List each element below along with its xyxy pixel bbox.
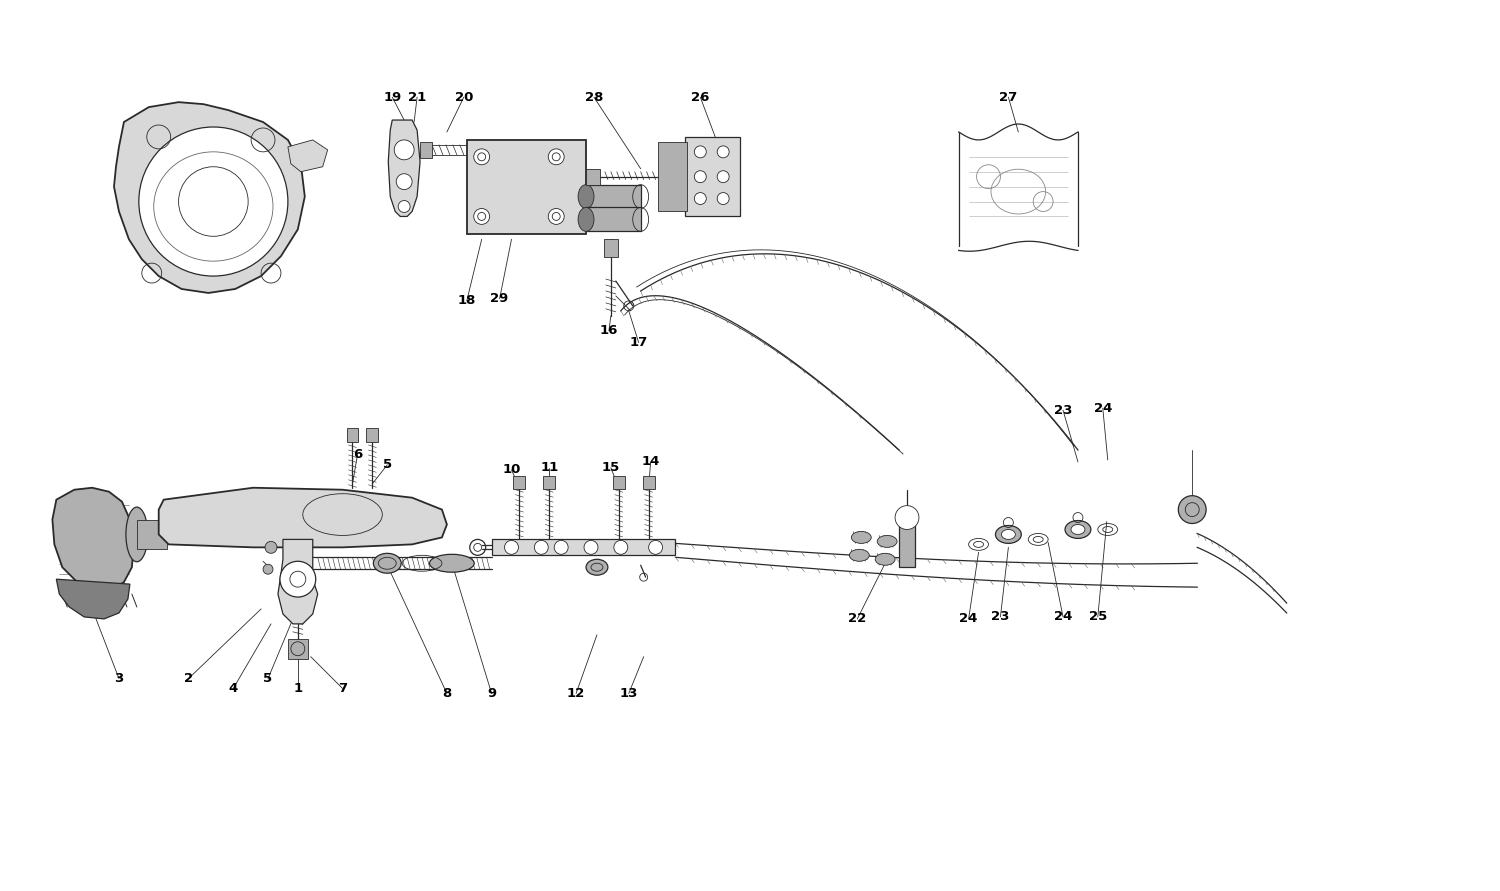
Text: 26: 26: [692, 91, 709, 103]
Bar: [366, 428, 378, 442]
Ellipse shape: [874, 553, 896, 565]
Ellipse shape: [1002, 529, 1016, 539]
Bar: [513, 476, 525, 489]
Bar: [346, 428, 358, 442]
Text: 6: 6: [352, 448, 362, 462]
Text: 5: 5: [382, 458, 392, 471]
Bar: [543, 476, 555, 489]
Circle shape: [717, 192, 729, 205]
Bar: [642, 476, 654, 489]
Text: 4: 4: [228, 682, 238, 695]
Text: 3: 3: [114, 672, 123, 685]
Polygon shape: [388, 120, 420, 217]
Ellipse shape: [429, 554, 474, 572]
Text: 21: 21: [408, 91, 426, 103]
Bar: [136, 519, 166, 550]
Bar: [657, 142, 687, 211]
Bar: [466, 140, 586, 234]
Bar: [420, 142, 432, 158]
Text: 24: 24: [1054, 610, 1072, 624]
Polygon shape: [278, 539, 318, 624]
Polygon shape: [159, 487, 447, 547]
Circle shape: [648, 541, 663, 554]
Circle shape: [140, 127, 288, 276]
Bar: [898, 518, 915, 568]
Ellipse shape: [578, 184, 594, 208]
Ellipse shape: [126, 507, 148, 561]
Ellipse shape: [586, 560, 608, 576]
Circle shape: [266, 542, 278, 553]
Bar: [686, 137, 740, 217]
Polygon shape: [57, 579, 130, 619]
Text: 16: 16: [600, 324, 618, 337]
Text: 19: 19: [382, 91, 402, 103]
Circle shape: [584, 541, 598, 554]
Circle shape: [694, 146, 706, 158]
Ellipse shape: [996, 526, 1022, 544]
Text: 20: 20: [454, 91, 472, 103]
Text: 13: 13: [620, 687, 638, 700]
Text: 18: 18: [458, 294, 476, 307]
Circle shape: [896, 505, 920, 529]
Circle shape: [396, 174, 412, 190]
Text: 22: 22: [847, 612, 867, 625]
Circle shape: [614, 541, 628, 554]
Bar: [614, 476, 626, 489]
Circle shape: [554, 541, 568, 554]
Polygon shape: [288, 140, 327, 172]
Ellipse shape: [578, 208, 594, 232]
Ellipse shape: [852, 531, 871, 544]
Text: 25: 25: [1089, 610, 1107, 624]
Text: 5: 5: [264, 672, 273, 685]
Circle shape: [534, 541, 549, 554]
Text: 1: 1: [294, 682, 303, 695]
Text: 17: 17: [630, 336, 648, 349]
Circle shape: [280, 561, 315, 597]
Ellipse shape: [849, 550, 870, 561]
Bar: [604, 240, 618, 257]
Circle shape: [1179, 495, 1206, 524]
Circle shape: [262, 564, 273, 574]
Polygon shape: [53, 487, 134, 589]
Circle shape: [549, 149, 564, 165]
Ellipse shape: [374, 553, 400, 573]
Circle shape: [474, 149, 489, 165]
Bar: [586, 184, 640, 208]
Text: 23: 23: [1054, 404, 1072, 417]
Circle shape: [504, 541, 519, 554]
Circle shape: [694, 192, 706, 205]
Circle shape: [398, 200, 410, 212]
Ellipse shape: [878, 535, 897, 547]
Text: 24: 24: [1094, 402, 1112, 414]
Ellipse shape: [1071, 525, 1084, 535]
Circle shape: [474, 208, 489, 225]
Text: 10: 10: [503, 463, 520, 477]
Text: 28: 28: [585, 91, 603, 103]
Text: 29: 29: [490, 292, 508, 306]
Text: 15: 15: [602, 462, 619, 474]
Text: 2: 2: [184, 672, 194, 685]
Text: 14: 14: [642, 455, 660, 469]
Circle shape: [717, 171, 729, 183]
Circle shape: [394, 140, 414, 159]
Text: 24: 24: [960, 612, 978, 625]
Bar: [288, 639, 308, 658]
Text: 27: 27: [999, 91, 1017, 103]
Text: 12: 12: [567, 687, 585, 700]
Bar: [586, 168, 600, 184]
Circle shape: [549, 208, 564, 225]
Text: 8: 8: [442, 687, 452, 700]
Circle shape: [717, 146, 729, 158]
Text: 23: 23: [992, 610, 1010, 624]
Text: 7: 7: [338, 682, 346, 695]
Polygon shape: [114, 102, 304, 293]
Text: 11: 11: [540, 462, 558, 474]
Circle shape: [694, 171, 706, 183]
Text: 9: 9: [488, 687, 496, 700]
Bar: [586, 208, 640, 232]
Bar: [492, 539, 675, 555]
Ellipse shape: [1065, 520, 1090, 538]
